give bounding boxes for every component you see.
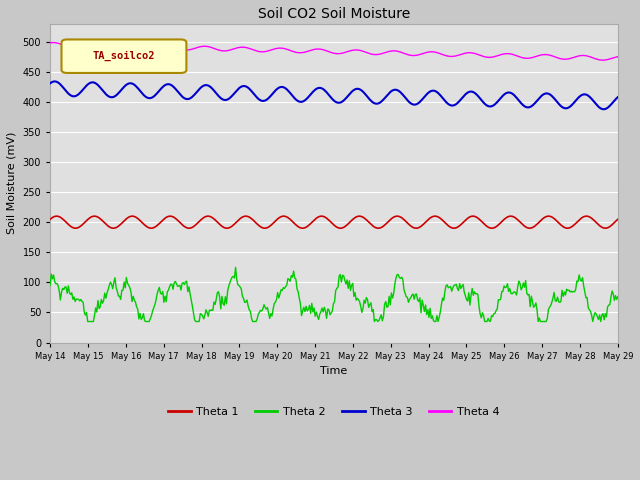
Title: Soil CO2 Soil Moisture: Soil CO2 Soil Moisture — [258, 7, 410, 21]
FancyBboxPatch shape — [61, 39, 186, 73]
X-axis label: Time: Time — [321, 366, 348, 376]
Y-axis label: Soil Moisture (mV): Soil Moisture (mV) — [7, 132, 17, 234]
Legend: Theta 1, Theta 2, Theta 3, Theta 4: Theta 1, Theta 2, Theta 3, Theta 4 — [164, 402, 504, 421]
Text: TA_soilco2: TA_soilco2 — [93, 51, 155, 61]
